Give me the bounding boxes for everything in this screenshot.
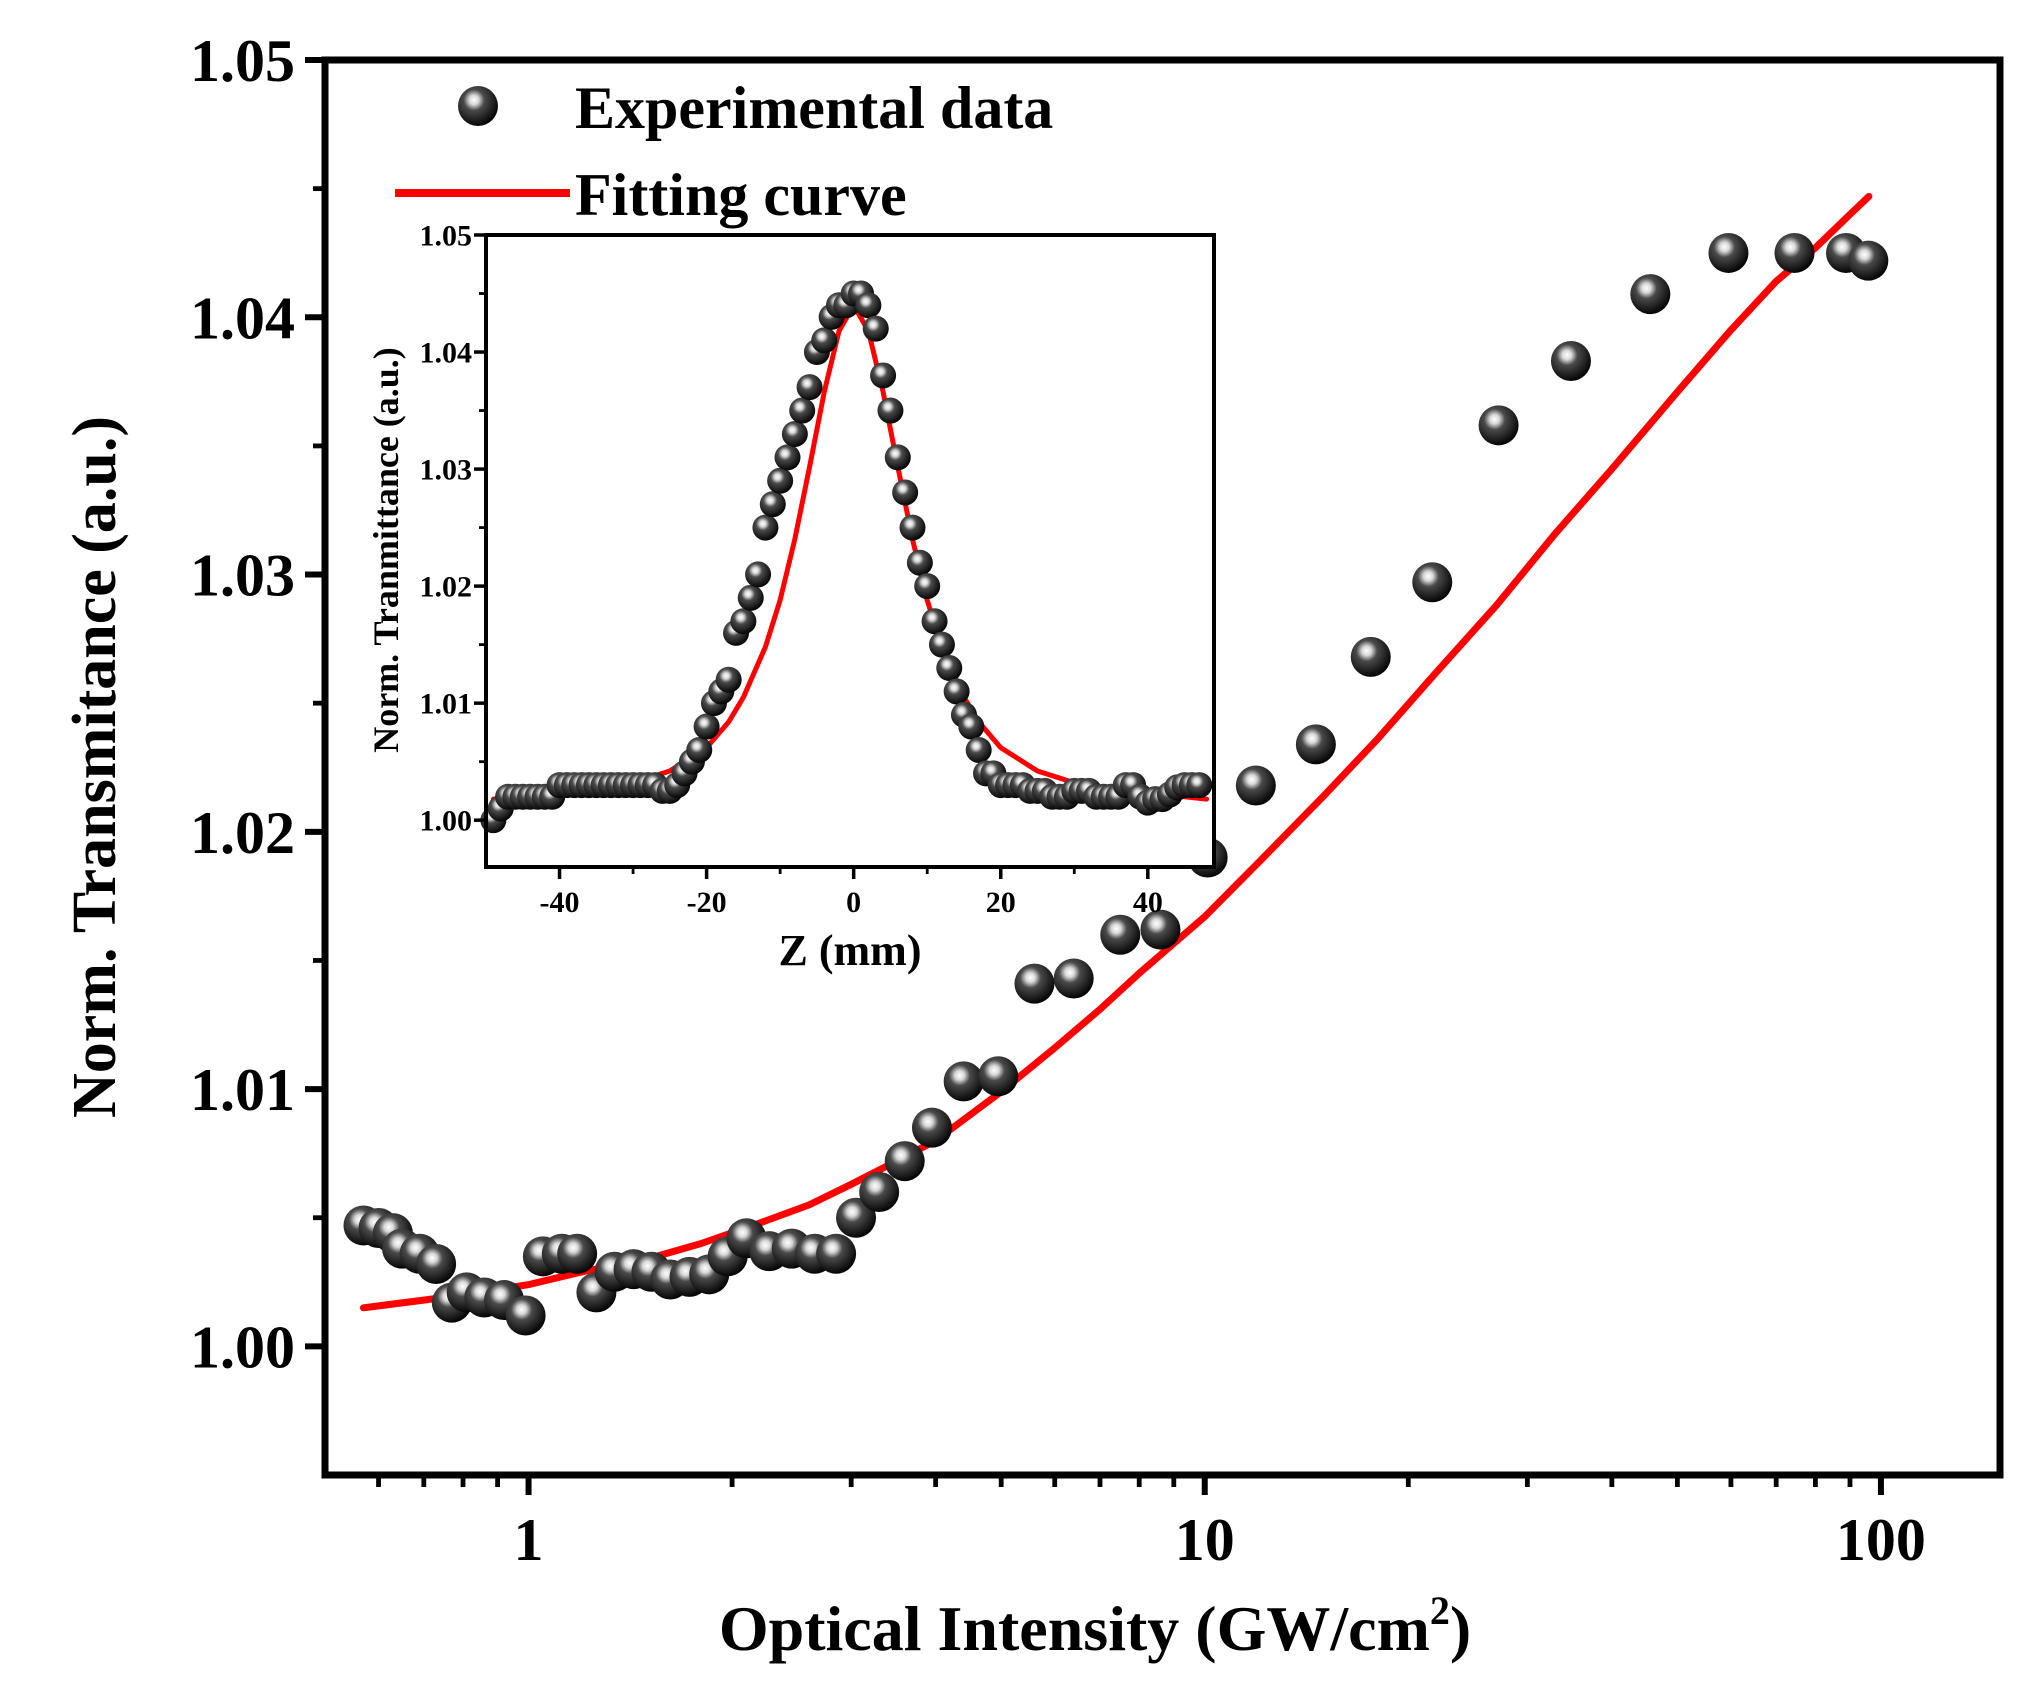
main-data-point	[836, 1197, 877, 1238]
main-x-axis-label-suffix: )	[1450, 1593, 1471, 1664]
inset-data-point	[892, 479, 919, 506]
inset-y-tick-label: 1.03	[420, 454, 473, 487]
inset-data-point	[693, 713, 720, 740]
inset-data-point	[928, 631, 955, 658]
inset-y-tick-label: 1.05	[420, 220, 473, 253]
main-x-axis-label-text: Optical Intensity (GW/cm	[719, 1593, 1430, 1664]
legend-label-experimental: Experimental data	[575, 75, 1053, 141]
inset-x-axis-label: Z (mm)	[779, 926, 922, 975]
inset-x-tick-label: 0	[846, 886, 861, 919]
inset-data-point	[870, 362, 897, 389]
main-data-point	[1478, 405, 1519, 446]
main-data-point	[1848, 240, 1889, 281]
main-data-point	[1630, 274, 1671, 315]
main-data-point	[1053, 958, 1094, 999]
main-y-tick-label: 1.00	[190, 1314, 295, 1380]
main-x-axis-label-superscript: 2	[1430, 1588, 1450, 1633]
inset-data-point	[877, 397, 904, 424]
main-data-point	[1014, 963, 1055, 1004]
inset-data-point	[811, 327, 838, 354]
main-data-point	[1708, 232, 1749, 273]
inset-data-point	[715, 666, 742, 693]
inset-y-tick-label: 1.00	[420, 805, 473, 838]
main-data-point	[1235, 765, 1276, 806]
inset-y-axis-label: Norm. Tranmittance (a.u.)	[366, 347, 406, 753]
inset-data-point	[745, 561, 772, 588]
inset-data-point	[796, 374, 823, 401]
inset-y-tick-label: 1.04	[420, 337, 473, 370]
inset-x-tick-label: -40	[540, 886, 580, 919]
inset-data-point	[906, 549, 933, 576]
main-data-point	[1140, 909, 1181, 950]
inset-data-point	[774, 444, 801, 471]
main-data-point	[1412, 562, 1453, 603]
main-y-tick-label: 1.02	[190, 800, 295, 866]
main-data-point	[978, 1056, 1019, 1097]
main-x-tick-label: 10	[1175, 1507, 1235, 1573]
main-data-point	[1100, 914, 1141, 955]
inset-data-point	[899, 514, 926, 541]
inset-chart: -40 -20 0 20 40 1.00 1.01 1.02 1.03 1.04 1.05 Norm…	[366, 220, 1216, 975]
main-data-point	[1774, 232, 1815, 273]
main-data-point	[1295, 724, 1336, 765]
legend-label-fitting: Fitting curve	[575, 162, 907, 228]
main-data-point	[1550, 341, 1591, 382]
main-data-point	[505, 1295, 546, 1336]
main-y-tick-label: 1.05	[190, 28, 295, 94]
main-x-tick-label: 1	[514, 1507, 544, 1573]
inset-data-point	[862, 315, 889, 342]
main-y-tick-label: 1.01	[190, 1057, 295, 1123]
main-x-axis-label: Optical Intensity (GW/cm2)	[719, 1588, 1471, 1664]
inset-data-point	[781, 420, 808, 447]
main-data-point	[943, 1061, 984, 1102]
main-chart: 1 10 100 1.00 1.01 1.02 1.03 1.04 1.05 Norm. Tra…	[61, 28, 2004, 1664]
main-data-point	[816, 1233, 857, 1274]
main-data-point	[859, 1172, 900, 1212]
inset-y-tick-label: 1.01	[420, 688, 473, 721]
inset-data-point	[686, 736, 713, 763]
legend: Experimental data Fitting curve	[395, 75, 1053, 228]
inset-x-tick-label: -20	[687, 886, 727, 919]
inset-data-point	[730, 608, 757, 635]
inset-data-point	[936, 655, 963, 682]
main-data-point	[884, 1141, 925, 1182]
inset-data-point	[737, 584, 764, 611]
inset-data-point	[855, 292, 882, 319]
inset-data-point	[789, 397, 816, 424]
legend-marker-experimental	[458, 86, 498, 126]
inset-data-point	[752, 514, 779, 541]
inset-y-tick-label: 1.02	[420, 571, 473, 604]
inset-x-tick-label: 40	[1133, 886, 1163, 919]
inset-background	[486, 235, 1214, 867]
main-data-point	[557, 1233, 598, 1274]
inset-x-tick-label: 20	[986, 886, 1016, 919]
inset-plot-frame	[484, 233, 1216, 869]
inset-data-point	[958, 713, 985, 740]
main-y-tick-label: 1.04	[190, 285, 295, 351]
main-data-point	[1350, 636, 1391, 677]
main-y-axis-label: Norm. Transmitance (a.u.)	[61, 416, 129, 1118]
main-data-point	[416, 1244, 457, 1285]
inset-data-point	[767, 467, 794, 494]
main-x-tick-label: 100	[1836, 1507, 1926, 1573]
inset-data-point	[921, 608, 948, 635]
inset-data-point	[884, 444, 911, 471]
inset-data-point	[1186, 772, 1213, 799]
inset-data-point	[914, 573, 941, 600]
inset-data-point	[965, 736, 992, 763]
main-plot-frame	[321, 56, 2004, 1479]
inset-data-point	[759, 491, 786, 518]
inset-data-point	[943, 678, 970, 705]
main-y-tick-label: 1.03	[190, 543, 295, 609]
main-data-point	[911, 1107, 952, 1148]
